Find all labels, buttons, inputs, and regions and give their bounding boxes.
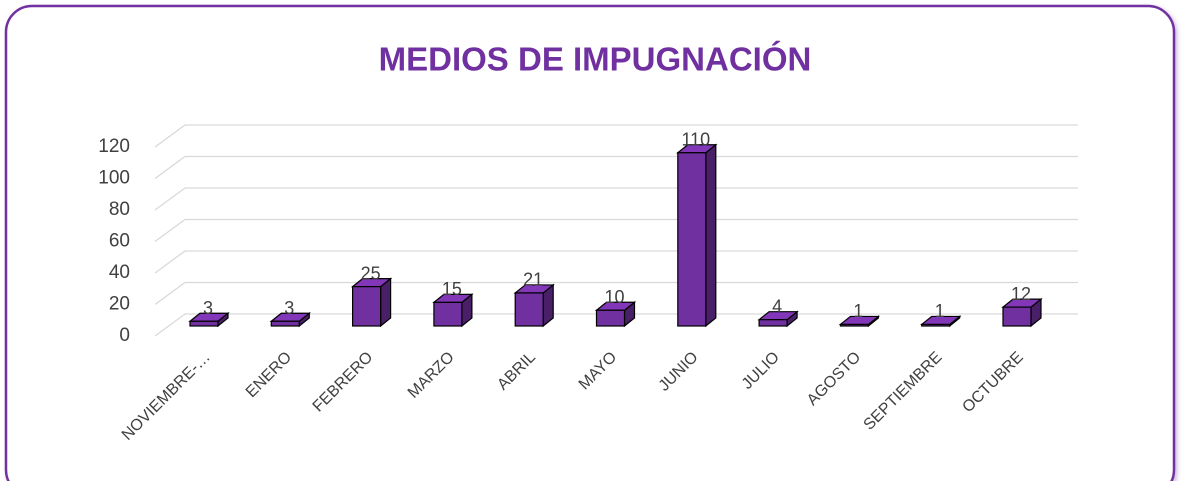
bar bbox=[188, 312, 230, 328]
y-tick-label: 120 bbox=[98, 136, 130, 157]
bar bbox=[676, 143, 718, 328]
bar-front bbox=[595, 309, 626, 327]
bar bbox=[757, 310, 799, 328]
y-tick-label: 20 bbox=[109, 294, 130, 315]
bar-front bbox=[677, 152, 707, 327]
value-label: 3 bbox=[284, 298, 294, 318]
bar-front bbox=[758, 319, 788, 327]
y-tick-label: 60 bbox=[109, 231, 130, 252]
y-tick-label: 0 bbox=[119, 325, 130, 346]
grid-line bbox=[154, 124, 1078, 148]
y-tick-label: 100 bbox=[98, 168, 130, 189]
chart-title: MEDIOS DE IMPUGNACIÓN bbox=[379, 41, 812, 78]
bar-front bbox=[1002, 306, 1032, 327]
value-label: 1 bbox=[935, 301, 945, 321]
bar bbox=[350, 277, 393, 328]
grid-line bbox=[154, 155, 1078, 180]
bar bbox=[838, 315, 881, 328]
value-label: 25 bbox=[361, 263, 381, 283]
bar bbox=[513, 283, 555, 328]
bar-front bbox=[270, 320, 300, 327]
grid-line bbox=[154, 250, 1078, 274]
value-label: 12 bbox=[1011, 284, 1031, 304]
bar bbox=[1001, 297, 1043, 328]
y-tick-label: 40 bbox=[109, 262, 130, 283]
bar-front bbox=[433, 301, 463, 327]
value-label: 110 bbox=[681, 130, 710, 150]
bar-front bbox=[352, 286, 382, 327]
value-label: 10 bbox=[604, 287, 624, 307]
bar-front bbox=[921, 323, 951, 327]
grid: 0 20 40 60 80 100 120 bbox=[98, 124, 1078, 346]
value-label: 3 bbox=[203, 298, 213, 318]
value-label: 21 bbox=[523, 270, 543, 290]
grid-line bbox=[154, 218, 1078, 243]
value-label: 1 bbox=[853, 301, 863, 321]
grid-line bbox=[154, 281, 1078, 306]
bar bbox=[594, 301, 637, 328]
grid-line bbox=[154, 187, 1078, 211]
bar bbox=[432, 293, 474, 328]
bar-front bbox=[514, 292, 544, 327]
value-label: 15 bbox=[442, 279, 462, 299]
bar-front bbox=[189, 320, 219, 327]
y-tick-label: 80 bbox=[109, 199, 130, 220]
bar-front bbox=[839, 323, 870, 327]
bar bbox=[269, 312, 312, 328]
value-label: 4 bbox=[772, 296, 782, 316]
bar-side bbox=[705, 143, 717, 328]
bar bbox=[919, 315, 962, 328]
